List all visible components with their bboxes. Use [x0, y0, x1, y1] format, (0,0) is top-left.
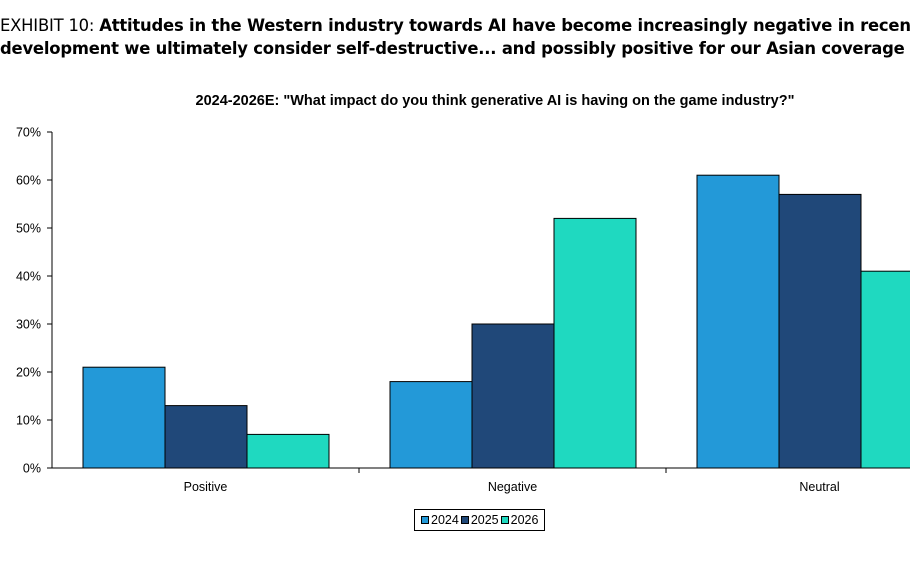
exhibit-title-line-1: EXHIBIT 10: Attitudes in the Western ind… — [0, 14, 910, 37]
legend-label: 2024 — [431, 513, 459, 527]
bars — [82, 174, 910, 469]
bar-2026-neutral — [860, 270, 910, 469]
bar-2026-positive — [246, 433, 330, 469]
chart-legend: 2024 2025 2026 — [414, 509, 546, 531]
y-tick-label: 10% — [16, 414, 41, 428]
y-tick-label: 50% — [16, 222, 41, 236]
exhibit-header: EXHIBIT 10: Attitudes in the Western ind… — [0, 14, 910, 64]
y-tick-label: 70% — [16, 126, 41, 140]
legend-swatch — [421, 516, 429, 524]
bar-2025-negative — [471, 323, 555, 469]
bar-2026-negative — [553, 217, 637, 469]
y-tick-label: 20% — [16, 366, 41, 380]
y-tick-label: 30% — [16, 318, 41, 332]
x-tick-label: Neutral — [799, 480, 839, 494]
legend-label: 2025 — [470, 513, 499, 527]
y-axis: 0% 10% 20% 30% 40% 50% 60% 70% — [16, 126, 53, 476]
legend-item-2024: 2024 — [421, 513, 459, 527]
exhibit-title: Attitudes in the Western industry toward… — [99, 16, 910, 35]
exhibit-title-line-2: development we ultimately consider self-… — [0, 39, 905, 58]
bar-2024-negative — [389, 381, 473, 469]
legend-swatch — [460, 516, 469, 524]
y-tick-label: 0% — [23, 462, 41, 476]
bar-2024-positive — [82, 366, 166, 469]
x-tick-label: Negative — [488, 480, 537, 494]
y-tick-label: 40% — [16, 270, 41, 284]
bar-2024-neutral — [696, 174, 780, 469]
x-tick-label: Positive — [184, 480, 228, 494]
bar-2025-positive — [164, 405, 248, 469]
legend-item-2026: 2026 — [500, 513, 539, 527]
bar-2025-neutral — [778, 193, 862, 469]
legend-swatch — [500, 516, 509, 524]
x-axis: Positive Negative Neutral — [52, 467, 910, 494]
chart-title: 2024-2026E: "What impact do you think ge… — [196, 93, 795, 109]
legend-label: 2026 — [510, 513, 539, 527]
y-tick-label: 60% — [16, 174, 41, 188]
exhibit-label: EXHIBIT 10: — [0, 16, 95, 35]
legend-item-2025: 2025 — [460, 513, 499, 527]
